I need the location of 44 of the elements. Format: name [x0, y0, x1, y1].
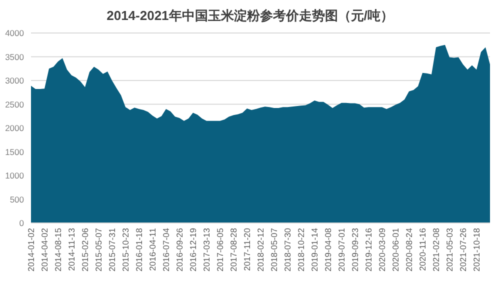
x-tick-label: 2019-12-16 — [364, 228, 374, 272]
y-tick-label: 1500 — [5, 146, 24, 157]
x-tick-label: 2016-01-18 — [134, 228, 144, 272]
x-tick-label: 2016-04-11 — [148, 228, 158, 271]
x-tick-label: 2018-05-07 — [269, 228, 279, 272]
y-tick-label: 0 — [19, 218, 24, 228]
x-tick-label: 2015-07-31 — [107, 228, 117, 272]
y-tick-label: 3500 — [5, 52, 24, 62]
x-tick-label: 2020-08-24 — [404, 228, 414, 272]
x-tick-label: 2019-04-08 — [323, 228, 333, 272]
x-tick-label: 2020-06-01 — [390, 228, 400, 272]
chart-title: 2014-2021年中国玉米淀粉参考价走势图（元/吨） — [106, 8, 394, 23]
x-tick-label: 2017-03-13 — [202, 228, 212, 272]
x-tick-label: 2017-08-28 — [228, 228, 238, 272]
x-tick-label: 2015-05-07 — [94, 228, 104, 272]
x-tick-label: 2021-05-03 — [444, 228, 454, 272]
y-tick-label: 2000 — [5, 123, 24, 133]
x-tick-label: 2016-07-04 — [161, 228, 171, 272]
x-tick-label: 2014-11-13 — [66, 228, 76, 271]
x-tick-label: 2014-04-02 — [40, 228, 50, 272]
y-tick-label: 1000 — [5, 170, 24, 180]
x-tick-label: 2014-01-02 — [26, 228, 36, 272]
x-tick-label: 2019-09-23 — [350, 228, 360, 272]
x-tick-label: 2018-07-30 — [282, 228, 292, 272]
x-tick-label: 2016-12-19 — [188, 228, 198, 272]
x-tick-label: 2020-03-09 — [377, 228, 387, 272]
x-tick-label: 2021-10-18 — [472, 228, 482, 272]
x-tick-label: 2020-11-16 — [418, 228, 428, 271]
x-tick-label: 2015-10-23 — [120, 228, 130, 272]
x-tick-label: 2019-01-14 — [310, 228, 320, 272]
x-tick-label: 2018-02-12 — [256, 228, 266, 272]
x-tick-label: 2021-02-08 — [431, 228, 441, 272]
x-tick-label: 2017-06-05 — [215, 228, 225, 272]
y-tick-label: 3000 — [5, 76, 24, 86]
x-tick-label: 2021-07-26 — [458, 228, 468, 272]
x-tick-label: 2017-11-20 — [242, 228, 252, 271]
x-tick-label: 2014-08-15 — [53, 228, 63, 272]
y-tick-label: 4000 — [5, 28, 24, 38]
y-tick-label: 500 — [10, 194, 24, 204]
x-tick-label: 2019-07-01 — [336, 228, 346, 272]
x-tick-label: 2018-10-22 — [296, 228, 306, 272]
y-tick-label: 2500 — [5, 99, 24, 110]
x-tick-label: 2015-02-06 — [80, 228, 90, 272]
x-tick-label: 2016-09-26 — [174, 228, 184, 272]
